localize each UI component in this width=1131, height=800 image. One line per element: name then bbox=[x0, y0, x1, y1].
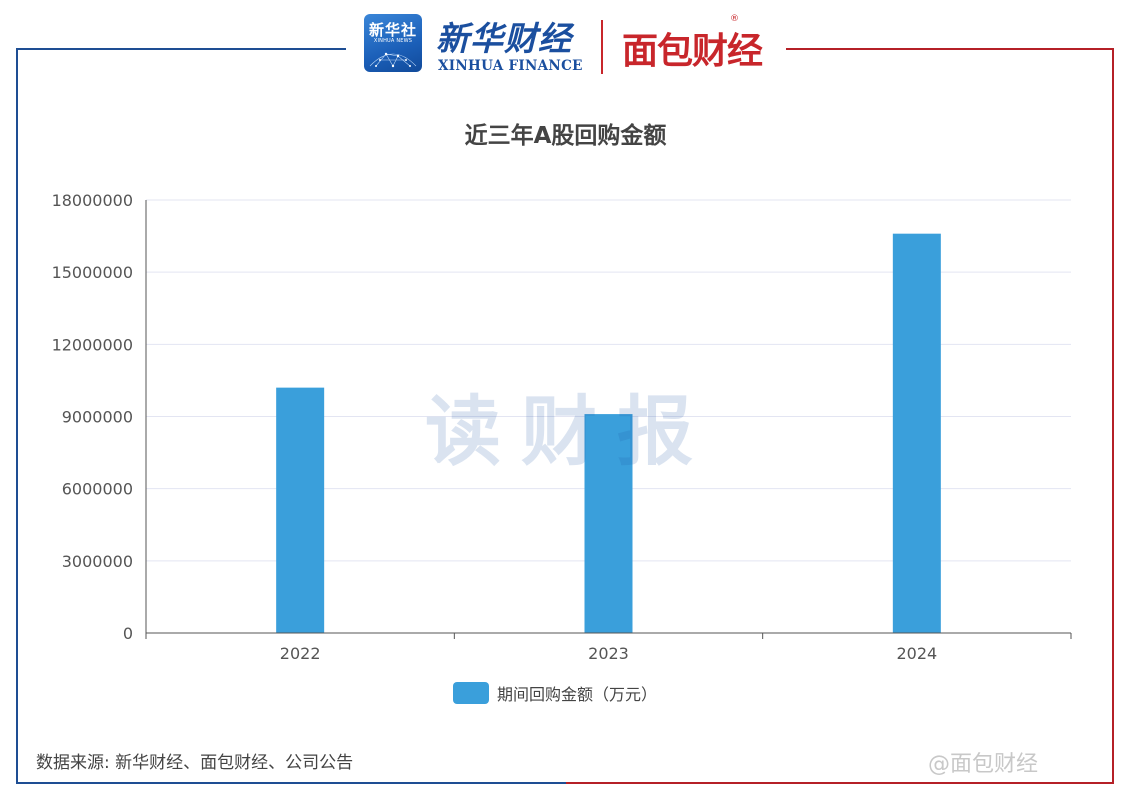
frame-line-bottom-left bbox=[16, 782, 582, 784]
bar-2023 bbox=[584, 414, 633, 633]
y-tick-label: 12000000 bbox=[52, 335, 133, 354]
frame-line-bottom-right bbox=[566, 782, 1114, 784]
chart-title: 近三年A股回购金额 bbox=[464, 123, 667, 149]
y-tick-label: 15000000 bbox=[52, 263, 133, 282]
y-tick-label: 18000000 bbox=[52, 191, 133, 210]
xinhua-logo-en: XINHUA NEWS bbox=[373, 38, 413, 44]
logo-divider bbox=[601, 20, 603, 74]
bar-2022 bbox=[276, 387, 325, 633]
xinhua-logo-cn: 新华社 bbox=[368, 21, 417, 39]
data-source-note: 数据来源: 新华财经、面包财经、公司公告 bbox=[36, 753, 354, 773]
xinhua-finance-logo-en: XINHUA FINANCE bbox=[438, 58, 583, 74]
y-tick-label: 9000000 bbox=[62, 408, 133, 427]
mianbao-finance-logo: 面包财经 bbox=[622, 31, 763, 72]
corner-watermark: @面包财经 bbox=[928, 752, 1039, 777]
x-tick-label: 2024 bbox=[896, 644, 937, 663]
y-tick-label: 3000000 bbox=[62, 552, 133, 571]
frame-line-top-right bbox=[786, 48, 1114, 50]
x-tick-label: 2022 bbox=[280, 644, 321, 663]
x-tick-label: 2023 bbox=[588, 644, 629, 663]
y-tick-label: 6000000 bbox=[62, 480, 133, 499]
legend-label: 期间回购金额（万元） bbox=[497, 685, 658, 704]
registered-mark: ® bbox=[730, 14, 739, 24]
frame-line-left bbox=[16, 48, 18, 784]
xinhua-news-logo: 新华社 XINHUA NEWS bbox=[364, 14, 422, 72]
legend-swatch bbox=[453, 682, 489, 704]
network-globe-icon bbox=[369, 52, 417, 68]
bar-2024 bbox=[892, 233, 941, 633]
watermark: 读财报 bbox=[425, 387, 713, 476]
frame-line-right bbox=[1112, 48, 1114, 784]
chart-legend[interactable]: 期间回购金额（万元） bbox=[453, 680, 657, 706]
y-tick-label: 0 bbox=[123, 624, 133, 643]
xinhua-finance-logo-cn: 新华财经 bbox=[436, 19, 572, 58]
frame-line-top-left bbox=[16, 48, 346, 50]
